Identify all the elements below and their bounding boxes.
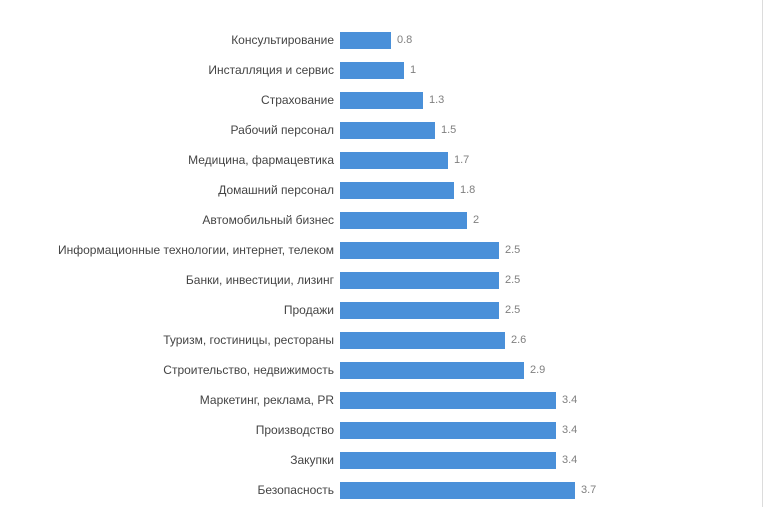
bar (340, 361, 524, 379)
chart-row: Домашний персонал 1.8 (0, 175, 784, 205)
chart-row: Консультирование 0.8 (0, 25, 784, 55)
bar (340, 421, 556, 439)
category-label: Закупки (290, 453, 334, 467)
category-label: Производство (255, 423, 334, 437)
bar (340, 391, 556, 409)
bar (340, 61, 404, 79)
chart-row: Автомобильный бизнес 2 (0, 205, 784, 235)
chart-row: Маркетинг, реклама, PR 3.4 (0, 385, 784, 415)
bar (340, 301, 499, 319)
bar-area: 2.5 (340, 265, 784, 295)
bar (340, 331, 505, 349)
value-label: 2.5 (505, 244, 521, 256)
bar-area: 1.7 (340, 145, 784, 175)
value-label: 2 (473, 214, 480, 226)
chart-row: Производство 3.4 (0, 415, 784, 445)
bar (340, 91, 423, 109)
chart-row: Рабочий персонал 1.5 (0, 115, 784, 145)
category-label: Безопасность (257, 483, 334, 497)
bar (340, 271, 499, 289)
value-label: 3.4 (562, 424, 578, 436)
right-border-line (762, 0, 763, 507)
bar-area: 3.7 (340, 475, 784, 505)
category-label: Туризм, гостиницы, рестораны (163, 333, 334, 347)
chart-row: Строительство, недвижимость 2.9 (0, 355, 784, 385)
value-label: 2.5 (505, 304, 521, 316)
value-label: 1.8 (460, 184, 476, 196)
chart-row: Медицина, фармацевтика 1.7 (0, 145, 784, 175)
bar-area: 2.5 (340, 235, 784, 265)
value-label: 1.7 (454, 154, 470, 166)
category-label: Строительство, недвижимость (163, 363, 334, 377)
chart-row: Безопасность 3.7 (0, 475, 784, 505)
bar-area: 3.4 (340, 385, 784, 415)
value-label: 1.3 (429, 94, 445, 106)
category-label: Банки, инвестиции, лизинг (185, 273, 334, 287)
value-label: 3.4 (562, 454, 578, 466)
bar-area: 1.8 (340, 175, 784, 205)
bar-area: 1.5 (340, 115, 784, 145)
bar (340, 31, 391, 49)
chart-row: Банки, инвестиции, лизинг 2.5 (0, 265, 784, 295)
category-label: Страхование (261, 93, 334, 107)
horizontal-bar-chart: Консультирование 0.8 Инсталляция и сервис 1… (0, 25, 784, 505)
bar-area: 2 (340, 205, 784, 235)
value-label: 3.7 (581, 484, 597, 496)
chart-row: Закупки 3.4 (0, 445, 784, 475)
bar (340, 481, 575, 499)
bar-area: 1.3 (340, 85, 784, 115)
bar-area: 3.4 (340, 445, 784, 475)
bar (340, 211, 467, 229)
value-label: 2.5 (505, 274, 521, 286)
value-label: 0.8 (397, 34, 413, 46)
bar (340, 451, 556, 469)
category-label: Консультирование (231, 33, 334, 47)
category-label: Автомобильный бизнес (202, 213, 334, 227)
bar-area: 2.5 (340, 295, 784, 325)
value-label: 1 (410, 64, 417, 76)
category-label: Маркетинг, реклама, PR (199, 393, 334, 407)
chart-row: Информационные технологии, интернет, тел… (0, 235, 784, 265)
chart-row: Инсталляция и сервис 1 (0, 55, 784, 85)
value-label: 2.9 (530, 364, 546, 376)
bar (340, 241, 499, 259)
bar (340, 151, 448, 169)
chart-row: Продажи 2.5 (0, 295, 784, 325)
value-label: 3.4 (562, 394, 578, 406)
chart-row: Страхование 1.3 (0, 85, 784, 115)
bar-area: 0.8 (340, 25, 784, 55)
bar (340, 121, 435, 139)
bar (340, 181, 454, 199)
bar-area: 2.9 (340, 355, 784, 385)
category-label: Медицина, фармацевтика (188, 153, 334, 167)
category-label: Домашний персонал (218, 183, 334, 197)
bar-area: 3.4 (340, 415, 784, 445)
bar-area: 1 (340, 55, 784, 85)
value-label: 2.6 (511, 334, 527, 346)
category-label: Инсталляция и сервис (208, 63, 334, 77)
category-label: Информационные технологии, интернет, тел… (58, 243, 334, 257)
bar-area: 2.6 (340, 325, 784, 355)
chart-row: Туризм, гостиницы, рестораны 2.6 (0, 325, 784, 355)
value-label: 1.5 (441, 124, 457, 136)
category-label: Продажи (283, 303, 334, 317)
category-label: Рабочий персонал (230, 123, 334, 137)
